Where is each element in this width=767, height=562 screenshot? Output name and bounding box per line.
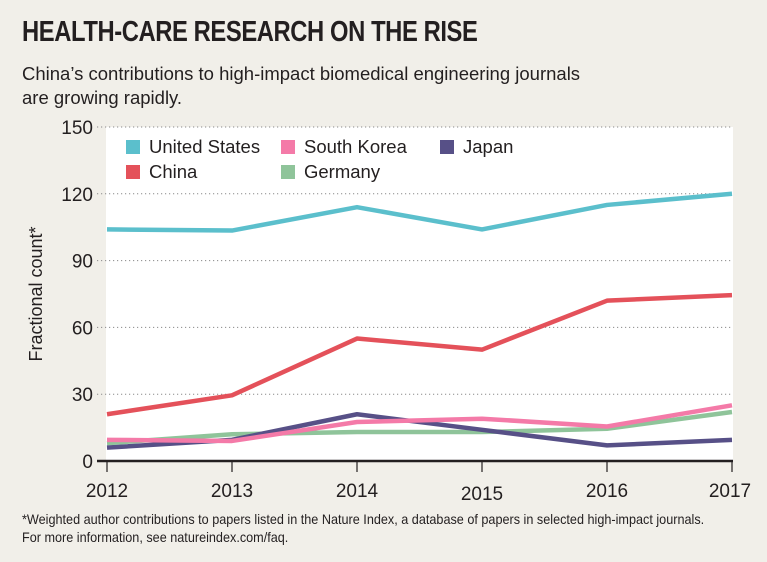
legend-item-germany: Germany: [281, 161, 380, 183]
footnote: *Weighted author contributions to papers…: [22, 512, 705, 545]
y-tick-label: 120: [61, 185, 93, 206]
legend: United States South Korea Japan China German…: [126, 136, 566, 188]
y-tick-label: 0: [82, 452, 93, 473]
series-lines: [106, 191, 733, 450]
legend-label: Japan: [463, 136, 514, 157]
series-line-germany: [106, 409, 733, 446]
legend-label: United States: [149, 136, 261, 157]
legend-item-japan: Japan: [440, 136, 513, 158]
legend-swatch: [281, 140, 295, 154]
legend-item-china: China: [126, 161, 197, 183]
y-tick-label: 90: [72, 252, 93, 273]
series-line-united-states: [106, 191, 733, 233]
plot-background: [106, 127, 733, 461]
x-tick-label: 2015: [461, 484, 503, 505]
legend-swatch: [126, 165, 140, 179]
x-tick-label: 2014: [336, 481, 379, 502]
x-axis: 2012 2013 2014 2015 2016 2017: [86, 459, 751, 505]
x-tick-label: 2012: [86, 481, 128, 502]
legend-item-united-states: United States: [126, 136, 260, 158]
x-tick-label: 2013: [211, 481, 253, 502]
legend-swatch: [440, 140, 454, 154]
legend-swatch: [126, 140, 140, 154]
x-tick-label: 2017: [709, 481, 751, 502]
chart-subtitle: China’s contributions to high-impact bio…: [22, 63, 581, 108]
y-axis-label: Fractional count*: [26, 226, 46, 361]
legend-item-south-korea: South Korea: [281, 136, 407, 158]
y-tick-label: 30: [72, 385, 93, 406]
y-tick-label: 60: [72, 318, 93, 339]
legend-label: China: [149, 161, 198, 182]
chart-title: HEALTH-CARE RESEARCH ON THE RISE: [22, 16, 478, 48]
series-line-china: [106, 292, 733, 417]
y-axis-ticks: 0 30 60 90 120 150: [61, 118, 93, 473]
series-line-south-korea: [106, 403, 733, 444]
legend-label: Germany: [304, 161, 381, 182]
legend-label: South Korea: [304, 136, 407, 157]
legend-swatch: [281, 165, 295, 179]
y-tick-label: 150: [61, 118, 93, 139]
x-tick-label: 2016: [586, 481, 628, 502]
